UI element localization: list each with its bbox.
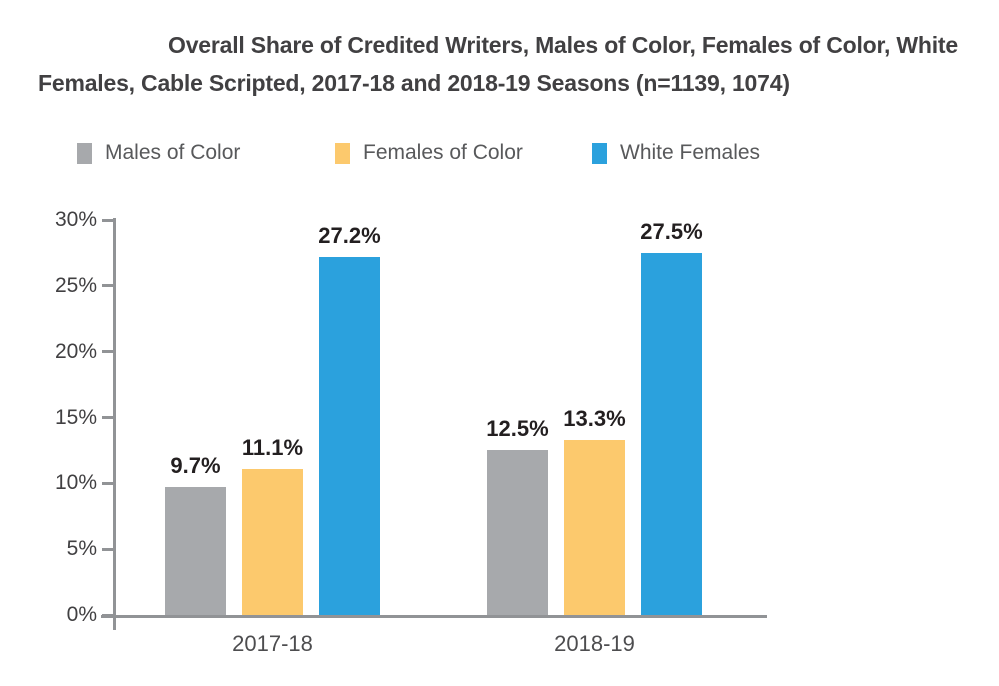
- bar-males-of-color-2017-18: [165, 487, 226, 615]
- x-axis-category-label: 2018-19: [554, 631, 635, 656]
- y-axis-tick: [102, 481, 113, 485]
- bar-white-females-2017-18: [319, 256, 380, 615]
- y-axis-tick: [102, 218, 113, 222]
- legend-swatch-yellow: [335, 142, 350, 164]
- bar-females-of-color-2018-19: [564, 439, 625, 615]
- chart-title: Overall Share of Credited Writers, Males…: [38, 32, 958, 96]
- bar-value-label: 9.7%: [170, 453, 221, 479]
- y-axis-tick: [102, 547, 113, 551]
- y-axis-tick: [102, 284, 113, 288]
- chart-legend: Males of Color Females of Color White Fe…: [0, 141, 999, 166]
- bar-value-label: 11.1%: [241, 434, 304, 460]
- legend-swatch-blue: [592, 142, 607, 164]
- y-tick-label: 5%: [66, 537, 97, 561]
- legend-swatch-gray: [77, 142, 92, 164]
- y-tick-label: 15%: [54, 405, 97, 429]
- x-axis-category-label: 2017-18: [232, 631, 313, 656]
- y-tick-label: 20%: [54, 339, 97, 363]
- y-axis-tick: [102, 416, 113, 419]
- legend-item-females-of-color: Females of Color: [335, 141, 523, 164]
- bar-value-label: 13.3%: [563, 405, 626, 431]
- y-tick-label: 30%: [54, 208, 97, 231]
- bar-value-label: 27.2%: [318, 222, 381, 248]
- y-axis-line: [113, 218, 116, 630]
- x-axis-line: [101, 615, 767, 618]
- y-tick-label: 25%: [54, 273, 97, 297]
- bar-value-label: 12.5%: [486, 416, 549, 442]
- bar-males-of-color-2018-19: [487, 450, 548, 615]
- bar-value-label: 27.5%: [640, 218, 703, 244]
- legend-label: Females of Color: [363, 141, 523, 164]
- legend-item-white-females: White Females: [592, 141, 761, 164]
- legend-item-males-of-color: Males of Color: [77, 141, 241, 164]
- bar-white-females-2018-19: [641, 252, 702, 615]
- legend-label: Males of Color: [105, 141, 241, 164]
- y-axis-tick: [102, 350, 113, 354]
- y-tick-label: 0%: [66, 603, 97, 626]
- legend-label: White Females: [620, 141, 761, 164]
- bar-females-of-color-2017-18: [242, 468, 303, 615]
- y-tick-label: 10%: [54, 471, 97, 495]
